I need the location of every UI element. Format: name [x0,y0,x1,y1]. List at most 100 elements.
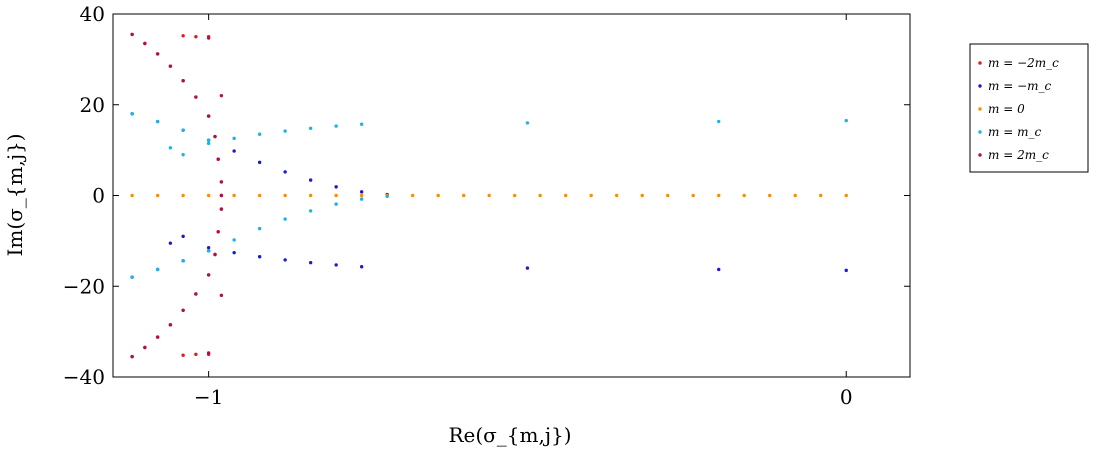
data-point [219,207,224,211]
legend-label: m = −2m_c [988,56,1059,70]
data-point [308,178,313,182]
legend-label: m = 2m_c [988,148,1049,162]
data-point [143,345,147,350]
data-point [181,152,185,157]
data-point [206,138,211,142]
data-point [666,193,670,198]
data-point [359,197,364,201]
series-4 [130,32,224,359]
data-point [793,193,797,198]
data-point [155,52,160,56]
legend-marker [978,84,982,88]
data-point [257,132,262,136]
ticks: −1 0 −40 −20 0 20 40 [63,2,910,409]
data-point [194,292,198,296]
data-point [334,263,338,267]
data-point [308,126,313,131]
legend-marker [978,107,982,111]
data-point [206,249,211,253]
data-point [155,267,160,272]
data-point [194,34,198,39]
data-point [194,352,198,357]
y-tick-label: 40 [80,2,105,26]
data-point [155,193,160,198]
legend-items: m = −2m_cm = −m_cm = 0 m = m_cm = 2m_c [978,56,1059,162]
data-point [155,335,160,339]
legend-label: m = m_c [988,125,1041,139]
data-point [168,64,173,68]
data-point [283,193,287,198]
data-point [334,185,338,189]
data-point [257,160,262,165]
data-point [181,79,185,83]
data-point [219,180,224,184]
data-point [194,95,198,99]
data-point [216,157,220,161]
data-point [232,238,236,242]
data-point [359,122,364,126]
data-point [168,241,173,245]
data-point [334,202,338,206]
data-point [232,149,236,153]
data-point [181,234,185,239]
legend-label: m = −m_c [988,79,1051,93]
data-point [181,259,185,263]
legend-marker [978,153,982,157]
data-point [206,141,211,146]
legend-marker [978,130,982,134]
legend: m = −2m_cm = −m_cm = 0 m = m_cm = 2m_c [969,43,1089,173]
data-point [640,193,644,198]
data-point [538,193,542,198]
data-point [168,323,173,327]
data-point [819,193,823,198]
y-tick-label: 0 [92,184,105,208]
data-point [563,193,568,198]
data-point [742,193,746,198]
data-point [589,193,593,198]
data-point [283,170,287,174]
data-point [206,351,211,355]
legend-marker [978,61,982,65]
data-point [219,193,224,198]
data-point [181,128,185,132]
y-tick-label: −40 [63,365,105,389]
data-point [308,209,313,213]
data-point [308,193,313,198]
data-point [206,36,211,40]
data-point [283,129,287,133]
data-point [130,112,134,116]
data-point [257,193,262,198]
data-point [130,32,134,37]
data-point [219,293,224,298]
data-point [206,245,211,250]
data-point [206,273,211,277]
data-point [436,193,440,198]
legend-box [969,43,1089,173]
data-point [213,134,217,139]
data-point [308,260,313,265]
data-point [181,193,185,198]
data-point [717,119,721,124]
data-point [691,193,695,198]
data-point [232,136,236,141]
data-point [525,121,530,125]
data-point [615,193,619,198]
data-point [525,266,530,270]
x-tick-label: 0 [840,385,853,409]
data-point [257,226,262,231]
data-point [717,267,721,272]
x-tick-label: −1 [194,385,223,409]
y-tick-label: −20 [63,274,105,298]
data-point [283,217,287,221]
data-point [181,353,185,357]
data-point [487,193,491,198]
data-point [216,230,220,234]
data-point [130,193,134,198]
data-point [359,193,364,198]
data-point [130,354,134,359]
data-points [130,32,848,359]
x-axis-label: Re(σ_{m,j}) [448,423,571,447]
data-point [334,193,338,198]
data-point [359,190,364,194]
